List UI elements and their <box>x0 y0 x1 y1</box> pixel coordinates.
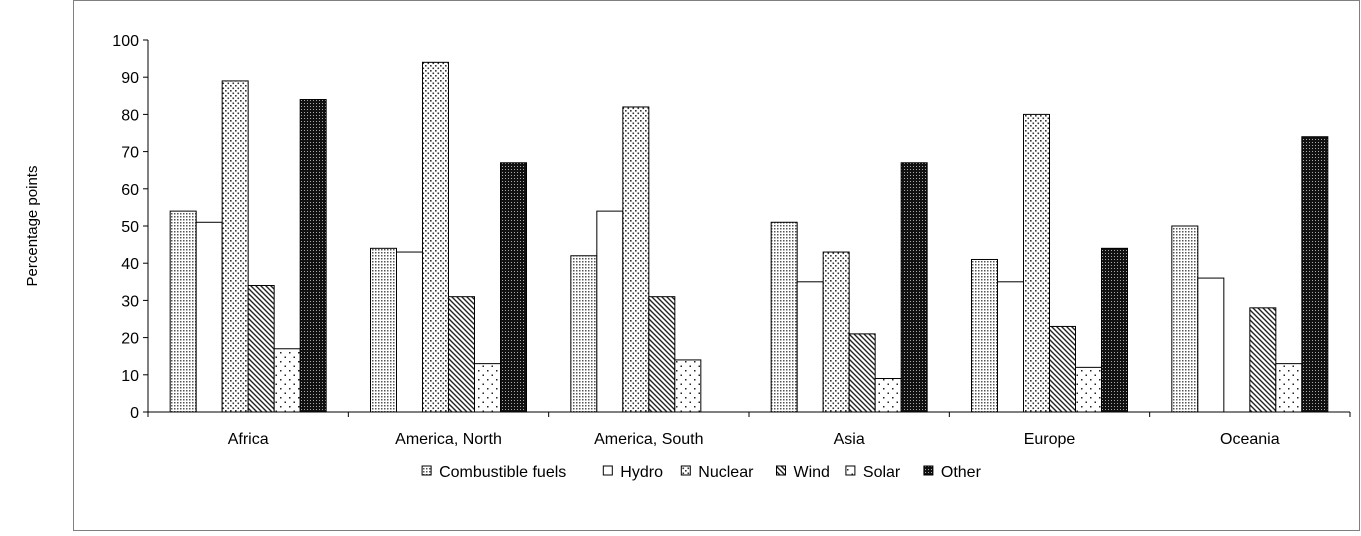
y-tick-label: 30 <box>121 293 139 310</box>
legend-swatch-solar <box>845 465 856 476</box>
bar-solar <box>273 348 301 413</box>
bar-hydro <box>997 281 1024 413</box>
bar-combustible-fuels <box>971 258 998 413</box>
bar-combustible-fuels <box>770 221 798 413</box>
bars <box>169 61 1329 413</box>
legend-label-combustible-fuels: Combustible fuels <box>439 464 566 481</box>
bar-other <box>1301 136 1329 413</box>
bar-nuclear <box>622 106 650 413</box>
legend-label-solar: Solar <box>863 464 901 481</box>
legend-label-wind: Wind <box>794 464 830 481</box>
chart-border <box>73 0 1360 531</box>
y-tick-label: 90 <box>121 70 139 87</box>
x-tick-label: Asia <box>834 431 865 448</box>
legend-label-hydro: Hydro <box>620 464 663 481</box>
bar-combustible-fuels <box>570 255 598 413</box>
legend-label-nuclear: Nuclear <box>698 464 754 481</box>
bar-nuclear <box>221 80 249 413</box>
legend-swatch-hydro <box>602 465 613 476</box>
bar-solar <box>674 359 702 413</box>
bar-solar <box>474 363 501 413</box>
x-tick-label: Africa <box>228 431 269 448</box>
y-tick-label: 40 <box>121 256 139 273</box>
bar-nuclear <box>1023 113 1050 413</box>
bar-wind <box>848 333 876 413</box>
bar-hydro <box>195 221 223 413</box>
y-tick-label: 60 <box>121 182 139 199</box>
bar-hydro <box>1197 277 1225 413</box>
bar-other <box>299 99 327 413</box>
bar-nuclear <box>422 61 449 413</box>
bar-combustible-fuels <box>370 247 397 413</box>
bar-combustible-fuels <box>1171 225 1199 413</box>
y-tick-label: 20 <box>121 331 139 348</box>
bar-wind <box>648 296 676 413</box>
bar-wind <box>247 285 275 413</box>
x-tick-label: Europe <box>1024 431 1076 448</box>
y-axis-title: Percentage points <box>24 166 41 287</box>
axes: 0 10 20 30 40 50 60 70 80 90 100 Percentage points A… <box>24 33 1351 448</box>
bar-wind <box>448 296 475 413</box>
bar-combustible-fuels <box>169 210 197 413</box>
y-tick-label: 50 <box>121 219 139 236</box>
bar-solar <box>1275 363 1303 413</box>
y-tick-label: 0 <box>130 405 139 422</box>
x-tick-label: Oceania <box>1220 431 1280 448</box>
bar-solar <box>1075 366 1102 413</box>
bar-hydro <box>396 251 423 413</box>
legend-swatch-combustible-fuels <box>421 465 432 476</box>
y-tick-label: 100 <box>112 33 139 50</box>
legend-swatch-other <box>923 465 934 476</box>
legend: Combustible fuels Hydro Nuclear Wind Solar Ot… <box>421 464 982 481</box>
legend-swatch-nuclear <box>680 465 691 476</box>
y-tick-label: 80 <box>121 107 139 124</box>
legend-label-other: Other <box>941 464 982 481</box>
bar-wind <box>1049 325 1076 413</box>
bar-wind <box>1249 307 1277 413</box>
bar-solar <box>874 378 902 413</box>
bar-hydro <box>596 210 624 413</box>
bar-other <box>1101 247 1128 413</box>
bar-other <box>500 162 527 413</box>
y-tick-label: 70 <box>121 145 139 162</box>
bar-other <box>900 162 928 413</box>
bar-hydro <box>796 281 824 413</box>
x-tick-label: America, North <box>395 431 502 448</box>
x-tick-label: America, South <box>594 431 703 448</box>
legend-swatch-wind <box>776 465 786 476</box>
bar-nuclear <box>822 251 850 413</box>
y-tick-label: 10 <box>121 368 139 385</box>
